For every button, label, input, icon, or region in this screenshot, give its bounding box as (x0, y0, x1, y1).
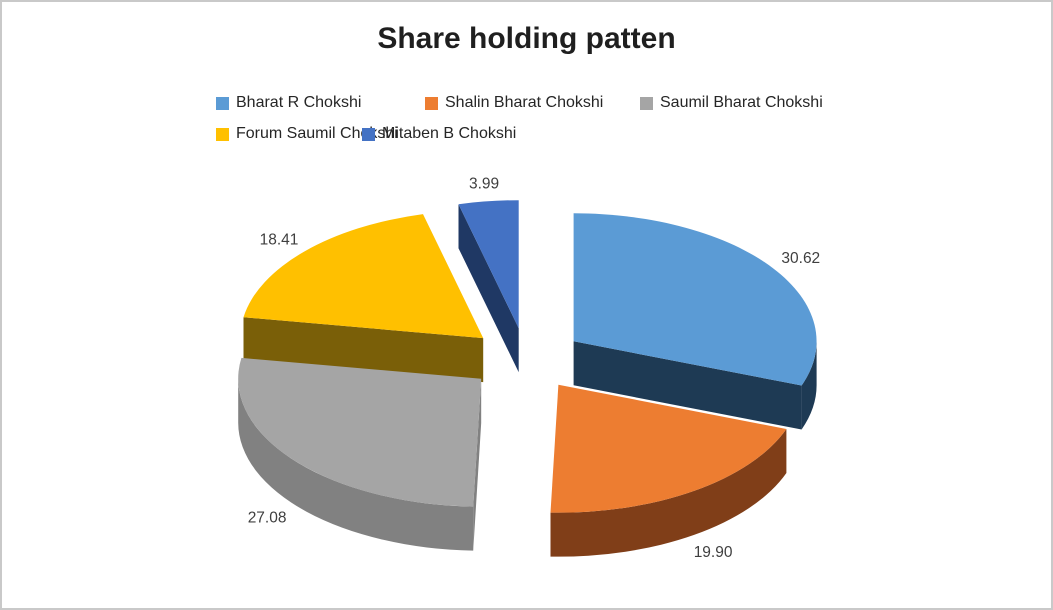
pie-slice-bharat-r-chokshi[interactable] (573, 213, 817, 386)
slice-value-label: 27.08 (248, 509, 287, 526)
slice-value-label: 18.41 (260, 231, 299, 248)
legend-swatch (216, 127, 229, 141)
legend-label: Saumil Bharat Chokshi (660, 94, 823, 111)
pie-slice-bharat-r-chokshi-side (573, 341, 802, 430)
pie-slice-shalin-bharat-chokshi[interactable] (550, 384, 787, 513)
slice-value-label: 30.62 (781, 250, 820, 267)
pie-slice-shalin-bharat-chokshi-rim (550, 429, 787, 557)
legend-item-shalin-bharat-chokshi[interactable]: Shalin Bharat Chokshi (425, 94, 603, 112)
legend-label: Mitaben B Chokshi (382, 125, 517, 142)
pie-slice-mitaben-b-chokshi-side (458, 204, 519, 373)
legend-item-mitaben-b-chokshi[interactable]: Mitaben B Chokshi (362, 125, 516, 143)
legend-label: Shalin Bharat Chokshi (445, 94, 604, 111)
legend-swatch (640, 96, 653, 110)
pie-slice-forum-saumil-chokshi[interactable] (243, 214, 484, 339)
pie-slice-bharat-r-chokshi-rim (801, 341, 817, 430)
slice-value-label: 3.99 (469, 175, 499, 192)
legend-swatch (216, 96, 229, 110)
chart-title: Share holding patten (377, 22, 676, 55)
legend-item-forum-saumil-chokshi[interactable]: Forum Saumil Chokshi (216, 125, 398, 143)
legend-item-saumil-bharat-chokshi[interactable]: Saumil Bharat Chokshi (640, 94, 823, 112)
pie-slice-mitaben-b-chokshi[interactable] (458, 200, 519, 329)
pie-slice-saumil-bharat-chokshi[interactable] (238, 357, 482, 507)
legend-swatch (425, 96, 438, 110)
pie-slice-saumil-bharat-chokshi-rim (238, 378, 474, 551)
slice-value-label: 19.90 (694, 544, 733, 561)
legend-label: Forum Saumil Chokshi (236, 125, 398, 142)
pie-slice-saumil-bharat-chokshi-side (473, 378, 482, 551)
legend-swatch (362, 127, 375, 141)
legend-item-bharat-r-chokshi[interactable]: Bharat R Chokshi (216, 94, 361, 112)
legend-label: Bharat R Chokshi (236, 94, 362, 111)
